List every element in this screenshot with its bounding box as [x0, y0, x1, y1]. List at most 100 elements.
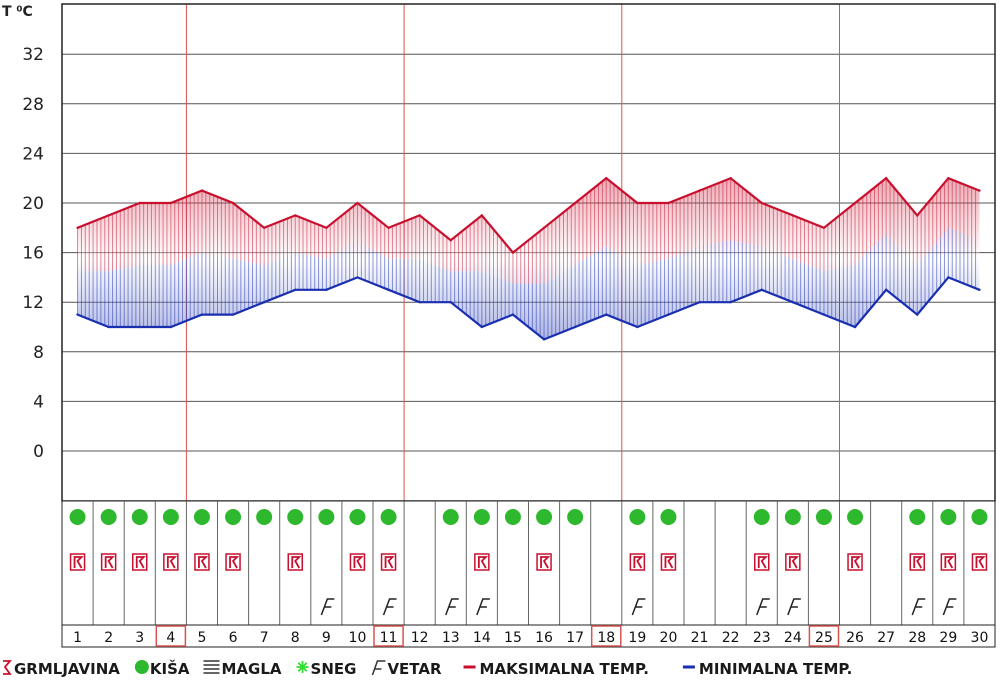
x-tick-label-16: 16 [535, 630, 553, 646]
rain-icon [629, 509, 646, 525]
fog-icon [203, 660, 220, 674]
rain-icon [473, 509, 490, 525]
min-point-day-5 [200, 313, 204, 316]
rain-icon [660, 509, 677, 525]
wind-icon [445, 598, 459, 616]
legend-label-1: KIŠA [150, 659, 190, 678]
wind-icon [911, 598, 926, 616]
x-tick-label-10: 10 [349, 630, 367, 646]
max-point-day-1 [76, 226, 79, 229]
thunder-icon [3, 660, 12, 675]
x-tick-label-19: 19 [628, 630, 646, 646]
max-point-day-27 [884, 177, 888, 180]
min-point-day-20 [667, 313, 670, 316]
max-point-day-9 [325, 226, 328, 229]
rain-icon [287, 509, 304, 525]
wind-icon [320, 598, 335, 616]
legend-item-4: VETAR [371, 660, 442, 678]
rain-icon [815, 509, 832, 525]
legend-label-4: VETAR [387, 660, 442, 678]
band-hatching [77, 178, 977, 340]
x-tick-label-5: 5 [197, 630, 206, 646]
y-tick-label-0: 0 [33, 442, 44, 462]
legend-item-6: MINIMALNA TEMP. [682, 660, 852, 678]
wind-icon [756, 598, 770, 616]
x-tick-label-9: 9 [322, 630, 331, 646]
highlight-day-4 [155, 625, 187, 647]
thunder-icon [100, 553, 117, 571]
x-axis: 1 2 3 4 5 6 7 8 9 10 11 12 13 14 15 16 17 18 19 20 21 22 23 24 2… [61, 624, 996, 648]
highlight-day-18 [590, 625, 622, 647]
min-point-day-15 [511, 313, 515, 316]
rain-icon [100, 509, 117, 525]
rain-icon [380, 509, 397, 525]
y-tick-label-8: 8 [33, 343, 44, 363]
max-point-day-11 [387, 226, 390, 229]
thunder-icon [785, 553, 801, 571]
max-point-day-2 [107, 214, 110, 217]
legend-label-6: MINIMALNA TEMP. [699, 660, 852, 678]
max-point-day-3 [138, 201, 141, 205]
legend-label-2: MAGLA [222, 660, 282, 678]
max-point-day-23 [760, 201, 763, 205]
rain-icon [536, 509, 553, 525]
min-point-day-6 [231, 313, 235, 316]
x-tick-label-2: 2 [104, 630, 113, 646]
min-point-day-18 [605, 313, 608, 316]
thunder-icon [971, 553, 988, 571]
rain-icon [225, 509, 242, 525]
thunder-icon [660, 553, 677, 571]
highlight-day-11 [373, 625, 404, 647]
max-point-day-25 [822, 226, 826, 229]
x-tick-label-11: 11 [380, 630, 398, 646]
rain-icon [134, 660, 149, 674]
rain-icon [162, 509, 179, 525]
legend-item-0: GRMLJAVINA [3, 660, 120, 678]
max-point-day-26 [853, 201, 857, 205]
thunder-icon [380, 553, 397, 571]
min-point-day-25 [822, 313, 826, 316]
wind-icon [476, 598, 490, 616]
min-point-day-16 [542, 338, 546, 341]
max-point-day-30 [978, 189, 981, 192]
legend-item-1: KIŠA [134, 659, 190, 678]
rain-icon [442, 509, 459, 525]
max-point-day-21 [698, 189, 701, 192]
thunder-icon [225, 553, 241, 571]
legend: GRMLJAVINA KIŠA MAGLA SNEG VETAR MAKSIMALNA T… [3, 659, 852, 678]
min-point-day-13 [449, 301, 452, 304]
rain-icon [971, 509, 988, 525]
min-point-day-24 [791, 301, 795, 304]
weather-panel [61, 500, 996, 647]
max-point-day-4 [169, 201, 173, 205]
min-point-day-3 [138, 325, 141, 329]
thunder-icon [536, 553, 552, 571]
highlight-day-25 [808, 625, 840, 647]
rain-icon [753, 509, 770, 525]
thunder-icon [132, 553, 148, 571]
rain-icon [318, 509, 335, 525]
legend-item-5: MAKSIMALNA TEMP. [463, 660, 649, 678]
legend-item-2: MAGLA [203, 660, 282, 678]
max-point-day-6 [231, 201, 235, 205]
rain-icon [193, 509, 210, 525]
snow-icon [296, 661, 309, 673]
min-point-day-27 [884, 288, 888, 291]
thunder-icon [629, 553, 646, 571]
rain-icon [909, 509, 926, 525]
rain-icon [349, 509, 366, 525]
min-point-day-11 [387, 288, 390, 291]
rain-icon [784, 509, 801, 525]
wind-icon [942, 598, 957, 616]
min-point-day-21 [698, 301, 701, 304]
x-tick-label-15: 15 [504, 630, 522, 646]
min-point-day-29 [947, 276, 950, 279]
x-tick-label-25: 25 [815, 630, 833, 646]
x-tick-label-18: 18 [597, 630, 615, 646]
rain-icon [567, 509, 584, 525]
x-tick-label-3: 3 [135, 630, 144, 646]
max-point-day-22 [729, 177, 732, 180]
thunder-icon [474, 553, 490, 571]
thunder-icon [163, 553, 179, 571]
